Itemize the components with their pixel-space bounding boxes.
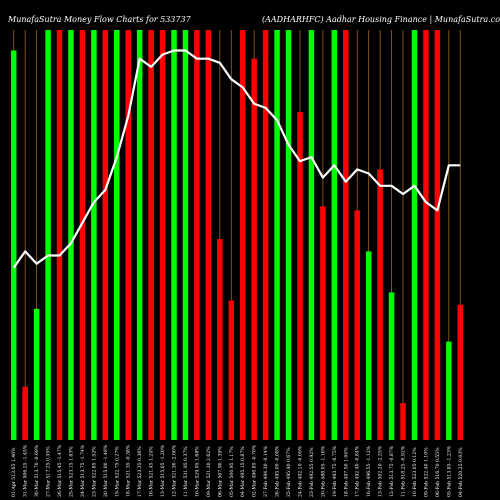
money-flow-bar (388, 292, 395, 440)
x-tick-label: 27-Mar 517.25 0.35% (46, 446, 52, 497)
money-flow-bar (159, 30, 166, 440)
money-flow-bar (320, 206, 326, 440)
money-flow-bar (285, 30, 292, 440)
x-tick-label: 16-Mar 521.45 1.24% (149, 446, 155, 497)
x-tick-label: 12-Mar 521.30 -2.00% (172, 444, 178, 497)
x-tick-label: 05-Mar 500.95 1.17% (229, 446, 235, 497)
x-tick-label: 31-Mar 506.25 -1.45% (23, 444, 29, 497)
x-tick-label: 13-Feb 502.20 -2.25% (378, 445, 384, 497)
money-flow-bar (205, 30, 212, 440)
x-tick-label: 02-Mar 490.85 -0.70% (252, 444, 258, 497)
x-tick-label: 24-Feb 492.10 -0.09% (297, 445, 303, 497)
x-tick-label: 16-Feb 496.55 -1.12% (366, 445, 372, 497)
x-tick-label: 04-Mar 495.15 0.87% (240, 446, 246, 497)
x-tick-label: 10-Feb 523.05 0.12% (412, 447, 418, 497)
money-flow-bar (114, 30, 120, 440)
money-flow-bar (354, 210, 360, 440)
x-tick-label: 06-Mar 507.90 1.39% (217, 446, 223, 497)
money-flow-bar (91, 30, 97, 440)
x-tick-label: 12-Feb 513.75 -0.87% (389, 445, 395, 497)
money-flow-bar (217, 239, 223, 440)
money-flow-bar (45, 30, 51, 440)
money-flow-bar (457, 304, 464, 440)
money-flow-bar (171, 30, 177, 440)
money-flow-bar (331, 30, 338, 440)
x-tick-label: 19-Mar 522.75 0.27% (114, 446, 120, 497)
x-tick-label: 20-Feb 488.05 -1.16% (320, 445, 326, 497)
x-tick-label: 01-Apr 513.65 1.46% (11, 447, 17, 497)
x-tick-label: 23-Mar 522.85 1.52% (91, 446, 97, 497)
x-tick-label: 20-Mar 515.00 -1.48% (103, 444, 109, 497)
money-flow-bar (365, 251, 372, 440)
money-flow-bar (297, 112, 303, 440)
chart-title: MunafaSutra Money Flow Charts for 533737 (7, 15, 192, 24)
x-tick-label: 27-Feb 494.30 -0.14% (263, 445, 269, 497)
money-flow-bar (10, 50, 17, 440)
money-flow-bar (446, 341, 452, 440)
x-tick-label: 30-Mar 513.70 -0.69% (34, 444, 40, 497)
money-flow-bar (262, 30, 269, 440)
money-flow-bar (33, 308, 40, 440)
money-flow-bar (251, 58, 257, 440)
x-tick-label: 13-Mar 515.05 -1.20% (160, 444, 166, 497)
x-tick-label: 09-Mar 521.20 2.62% (206, 446, 212, 497)
x-tick-label: 06-Feb 516.70 0.55% (435, 447, 441, 497)
money-flow-bar (148, 30, 154, 440)
x-tick-label: 17-Mar 523.35 0.36% (137, 446, 143, 497)
money-flow-bar (400, 403, 406, 440)
money-flow-bar (274, 30, 280, 440)
x-tick-label: 18-Mar 521.35 -0.38% (126, 444, 132, 497)
money-flow-bar (125, 30, 131, 440)
x-tick-label: 23-Feb 492.55 0.92% (309, 447, 315, 497)
money-flow-bar (411, 30, 418, 440)
x-tick-label: 04-Feb 520.25 0.03% (458, 447, 464, 497)
x-tick-label: 11-Feb 518.25 -0.92% (401, 445, 407, 497)
x-tick-label: 11-Mar 531.95 0.37% (183, 446, 189, 497)
x-tick-label: 17-Feb 492.40 -0.84% (355, 445, 361, 497)
x-tick-label: 19-Feb 493.75 -0.75% (332, 445, 338, 497)
money-flow-bar (308, 30, 315, 440)
money-flow-bar (423, 30, 429, 440)
x-tick-label: 10-Mar 529.95 1.68% (194, 446, 200, 497)
x-tick-label: 18-Feb 497.50 1.04% (343, 447, 349, 497)
money-flow-bar (79, 30, 86, 440)
money-flow-bar (136, 30, 143, 440)
money-flow-bar (56, 30, 63, 440)
money-flow-bar (194, 30, 200, 440)
x-tick-label: 26-Mar 515.45 -1.47% (57, 444, 63, 497)
money-flow-bar (22, 386, 28, 440)
x-tick-label: 09-Feb 522.40 1.10% (423, 447, 429, 497)
chart-subtitle: (AADHARHFC) Aadhar Housing Finance | Mun… (262, 15, 500, 24)
x-tick-label: 25-Feb 495.40 0.67% (286, 447, 292, 497)
price-trend-line (12, 49, 461, 269)
x-axis-tick-labels: 01-Apr 513.65 1.46% 31-Mar 506.25 -1.45% 3… (11, 444, 464, 497)
x-tick-label: 05-Feb 513.85 -1.23% (446, 445, 452, 497)
money-flow-bar (68, 30, 74, 440)
x-tick-label: 24-Mar 513.75 -1.74% (80, 444, 86, 497)
money-flow-bar (239, 30, 246, 440)
money-flow-bar (343, 30, 349, 440)
money-flow-bar (182, 30, 189, 440)
money-flow-bar (102, 30, 109, 440)
money-flow-bar (434, 30, 441, 440)
money-flow-bar (377, 169, 383, 440)
x-tick-label: 25-Mar 523.15 1.83% (68, 446, 74, 497)
money-flow-bars (10, 30, 464, 440)
x-tick-label: 26-Feb 495.00 -0.08% (275, 445, 281, 497)
money-flow-bar (228, 300, 235, 440)
